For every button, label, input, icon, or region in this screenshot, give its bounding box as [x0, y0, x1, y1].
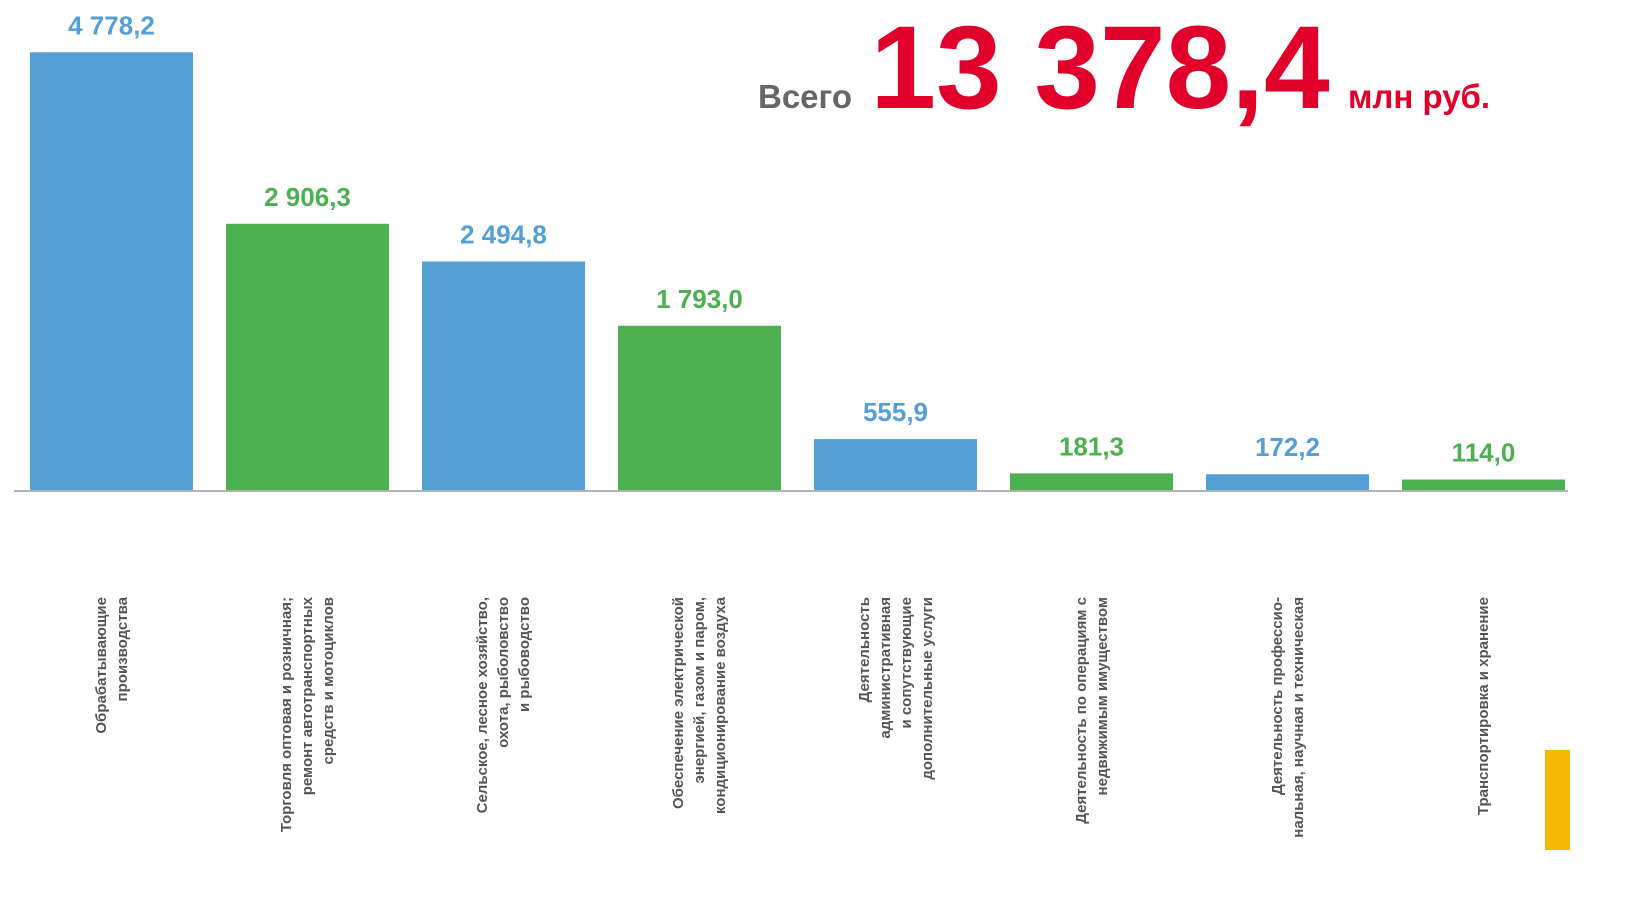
bar [30, 52, 193, 490]
decor-block [1545, 750, 1570, 850]
category-label: Обеспечение электрической энергией, газо… [670, 597, 729, 815]
value-label: 555,9 [863, 397, 928, 427]
category-label: Деятельность административная и сопутств… [855, 597, 936, 780]
total-caption: Всего [758, 78, 852, 115]
value-label: 172,2 [1255, 432, 1320, 462]
value-label: 2 906,3 [264, 182, 351, 212]
total-value: 13 378,4 [870, 2, 1329, 134]
bar [1010, 473, 1173, 490]
value-label: 181,3 [1059, 431, 1124, 461]
bar [814, 439, 977, 490]
category-label: Транспортировка и хранение [1475, 597, 1492, 816]
category-label: Деятельность по операциям с недвижимым и… [1072, 597, 1111, 824]
bar [226, 223, 389, 491]
bar [618, 325, 781, 490]
value-label: 114,0 [1452, 438, 1516, 468]
value-label: 1 793,0 [656, 284, 743, 314]
category-label: Торговля оптовая и розничная; ремонт авт… [278, 597, 337, 833]
category-label: Обрабатывающие производства [92, 597, 131, 734]
category-label: Сельское, лесное хозяйство, охота, рыбол… [474, 597, 533, 814]
bar [1402, 479, 1565, 490]
value-label: 4 778,2 [68, 10, 155, 40]
bar [422, 261, 585, 490]
value-label: 2 494,8 [460, 219, 547, 249]
category-label: Деятельность профессио- нальная, научная… [1268, 597, 1307, 838]
total-unit: млн руб. [1348, 78, 1490, 115]
bar [1206, 474, 1369, 490]
